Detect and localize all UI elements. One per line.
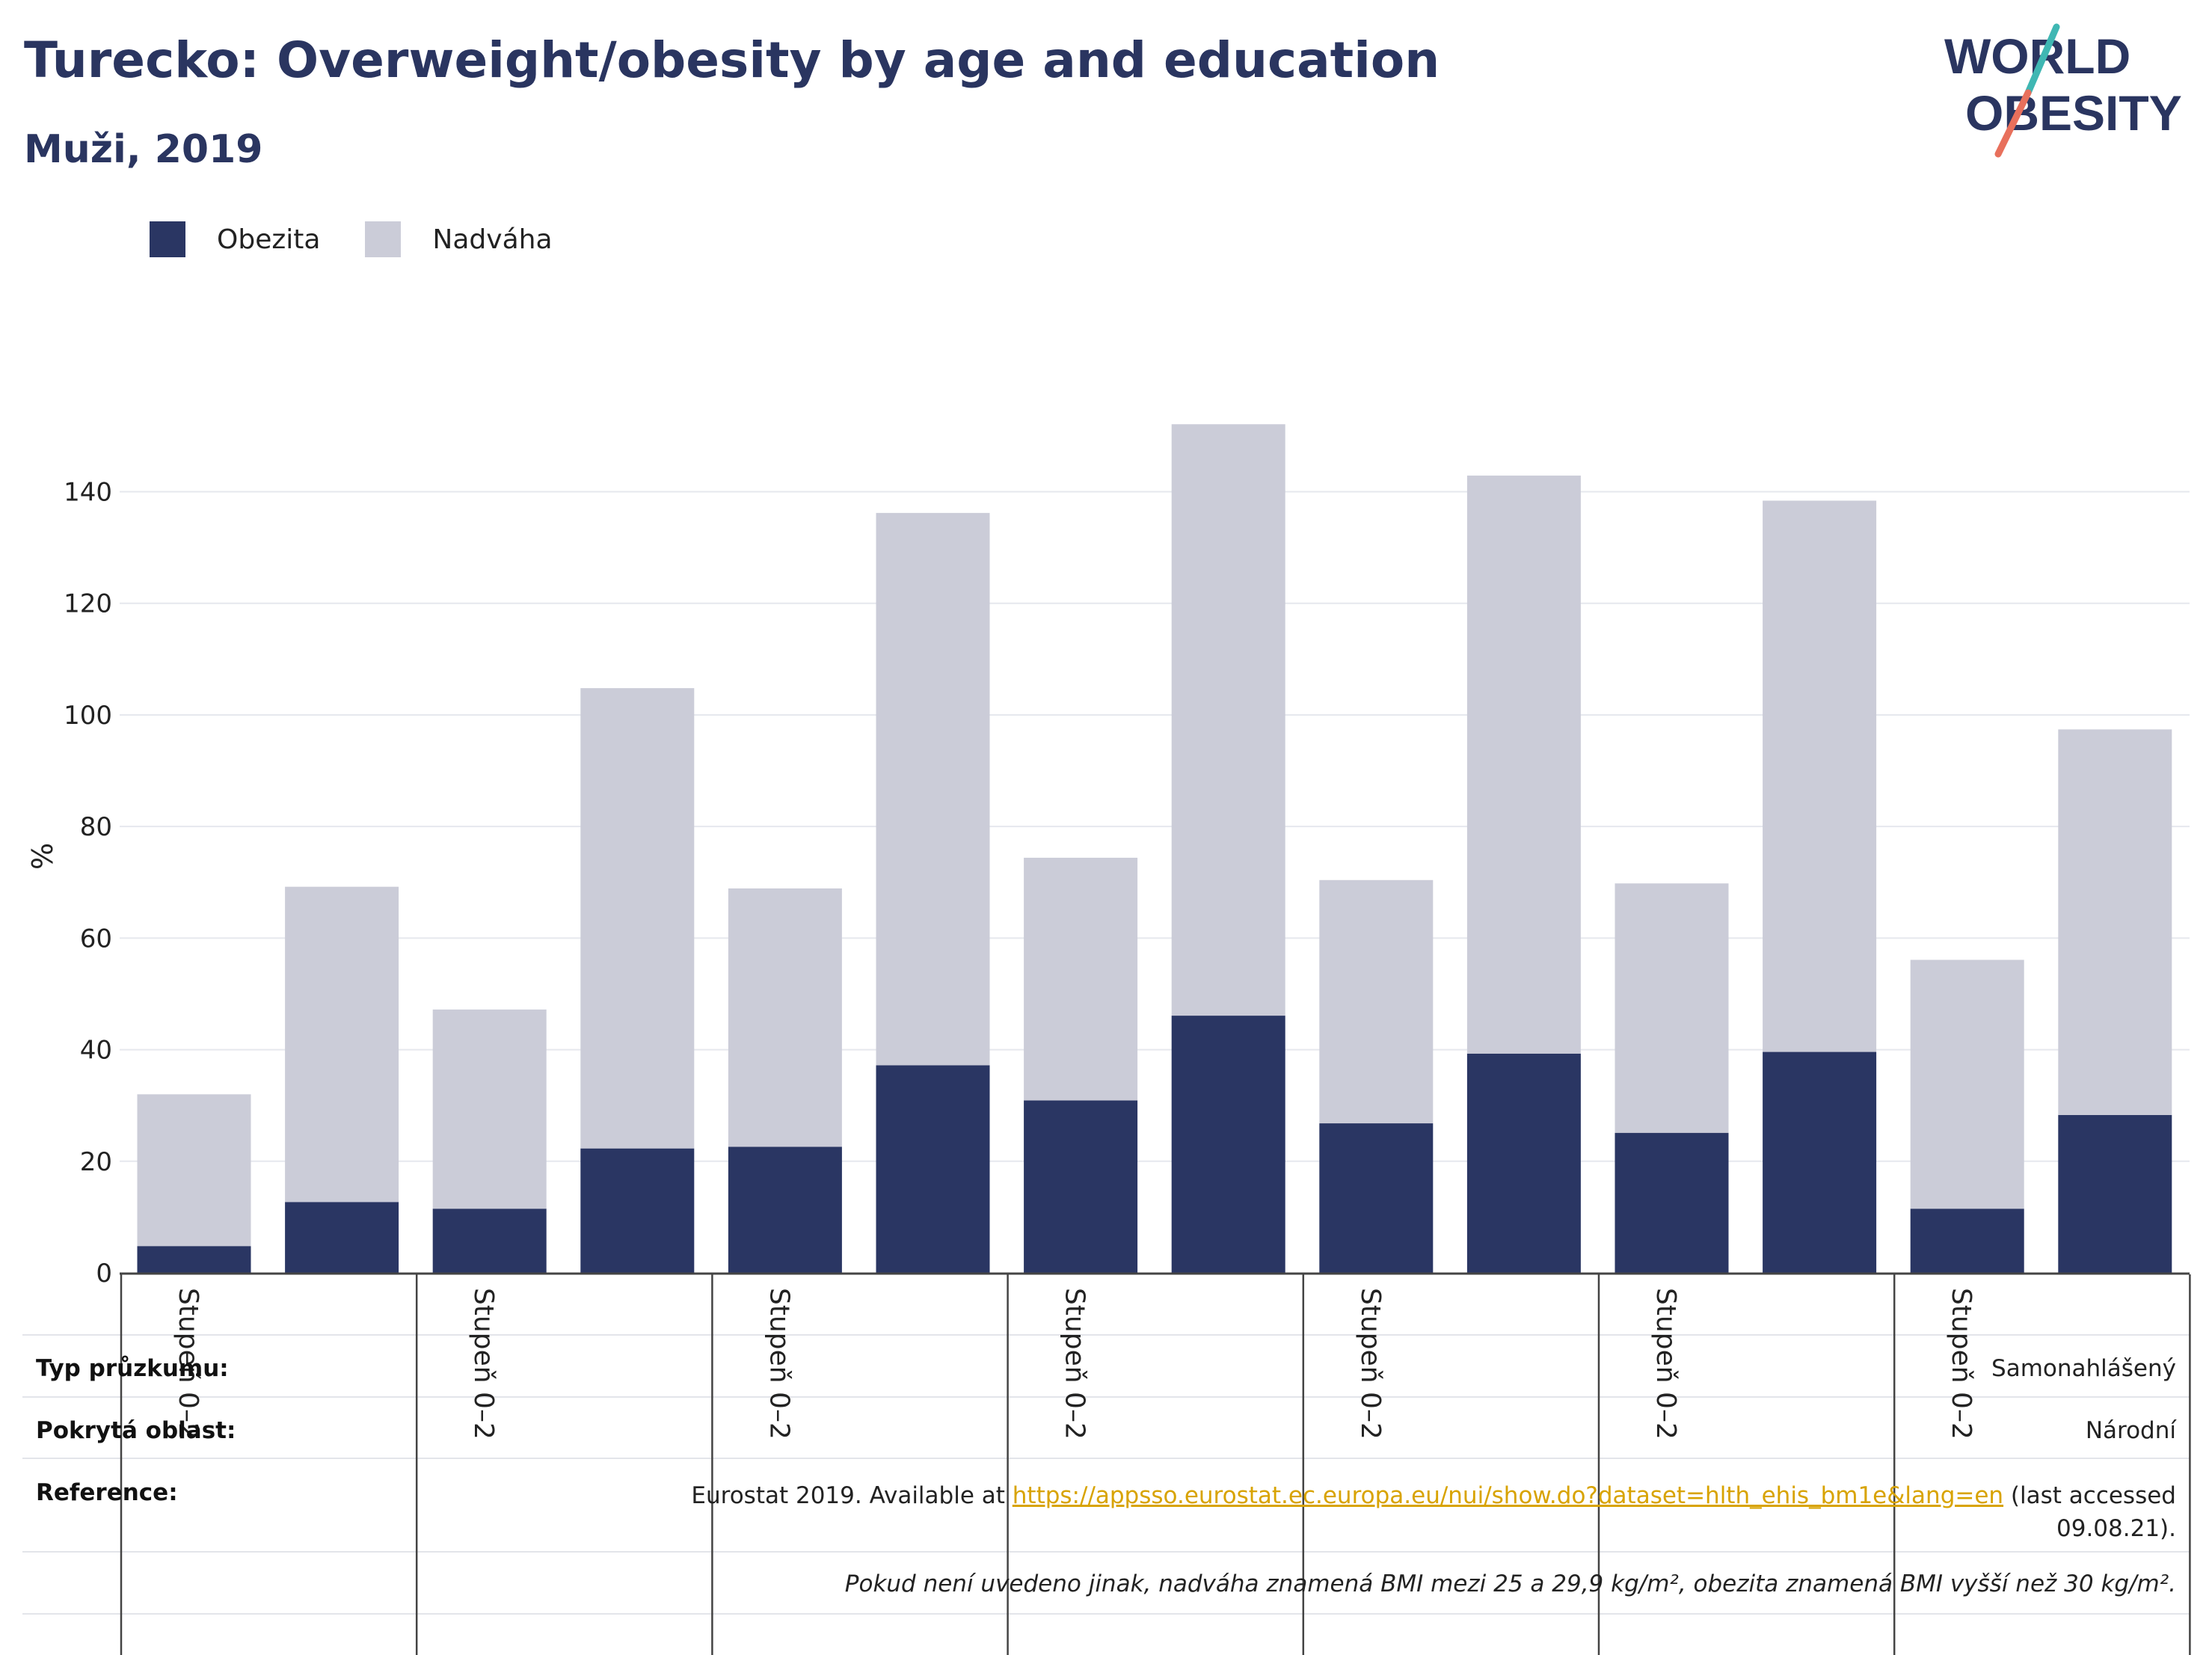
bar-nadvaha bbox=[1615, 883, 1729, 1133]
y-tick-label: 0 bbox=[96, 1259, 112, 1289]
bar-obezita bbox=[1024, 1100, 1138, 1273]
page-title: Turecko: Overweight/obesity by age and e… bbox=[24, 31, 1440, 89]
bar-nadvaha bbox=[1910, 959, 2024, 1209]
bar-obezita bbox=[580, 1148, 695, 1273]
x-category-label: Stupeň 0–2 bbox=[764, 1288, 794, 1440]
x-category-label: Stupeň 0–2 bbox=[1355, 1288, 1386, 1440]
legend-item-obezita[interactable]: Obezita bbox=[150, 221, 320, 257]
x-category-label: Stupeň 0–2 bbox=[1946, 1288, 1976, 1440]
y-tick-label: 40 bbox=[80, 1036, 112, 1066]
bar-nadvaha bbox=[1763, 500, 1877, 1052]
y-tick-label: 20 bbox=[80, 1147, 112, 1177]
bar-obezita bbox=[137, 1246, 251, 1273]
bar-nadvaha bbox=[137, 1094, 251, 1247]
bar-nadvaha bbox=[2058, 729, 2172, 1115]
bar-obezita bbox=[728, 1146, 842, 1273]
legend-label-nadvaha: Nadváha bbox=[432, 224, 553, 255]
y-tick-label: 120 bbox=[64, 589, 112, 619]
x-category-label: Stupeň 0–2 bbox=[173, 1288, 203, 1440]
bar-nadvaha bbox=[728, 888, 842, 1147]
bar-obezita bbox=[432, 1209, 547, 1273]
bar-nadvaha bbox=[580, 688, 695, 1149]
chart-legend: Obezita Nadváha bbox=[150, 221, 597, 257]
bar-obezita bbox=[1615, 1132, 1729, 1273]
bar-nadvaha bbox=[432, 1009, 547, 1209]
legend-swatch-obezita bbox=[150, 221, 185, 257]
bar-obezita bbox=[1763, 1051, 1877, 1273]
legend-swatch-nadvaha bbox=[365, 221, 402, 257]
bar-nadvaha bbox=[285, 886, 399, 1203]
bar-obezita bbox=[2058, 1114, 2172, 1273]
bar-nadvaha bbox=[1024, 857, 1138, 1101]
bar-nadvaha bbox=[1466, 475, 1581, 1054]
y-tick-label: 100 bbox=[64, 701, 112, 731]
legend-label-obezita: Obezita bbox=[217, 224, 321, 255]
bar-nadvaha bbox=[1171, 424, 1285, 1016]
page-subtitle: Muži, 2019 bbox=[24, 127, 263, 172]
bar-obezita bbox=[1319, 1123, 1434, 1273]
logo-line-2: OBESITY bbox=[1965, 85, 2182, 141]
y-tick-label: 60 bbox=[80, 924, 112, 954]
x-category-label: Stupeň 0–2 bbox=[1650, 1288, 1681, 1440]
y-tick-label: 80 bbox=[80, 812, 112, 842]
world-obesity-logo: WORLD OBESITY bbox=[1944, 23, 2182, 158]
bar-obezita bbox=[285, 1202, 399, 1273]
bar-obezita bbox=[1910, 1209, 2024, 1273]
bar-nadvaha bbox=[876, 512, 990, 1066]
bar-obezita bbox=[1466, 1053, 1581, 1273]
reference-link[interactable]: https://appsso.eurostat.ec.europa.eu/nui… bbox=[1012, 1482, 2004, 1509]
bar-obezita bbox=[876, 1065, 990, 1273]
x-category-label: Stupeň 0–2 bbox=[468, 1288, 499, 1440]
legend-item-nadvaha[interactable]: Nadváha bbox=[365, 221, 553, 257]
bar-nadvaha bbox=[1319, 879, 1434, 1124]
y-axis-label: % bbox=[26, 843, 59, 870]
y-tick-label: 140 bbox=[64, 478, 112, 508]
bar-obezita bbox=[1171, 1016, 1285, 1273]
x-category-label: Stupeň 0–2 bbox=[1060, 1288, 1090, 1440]
